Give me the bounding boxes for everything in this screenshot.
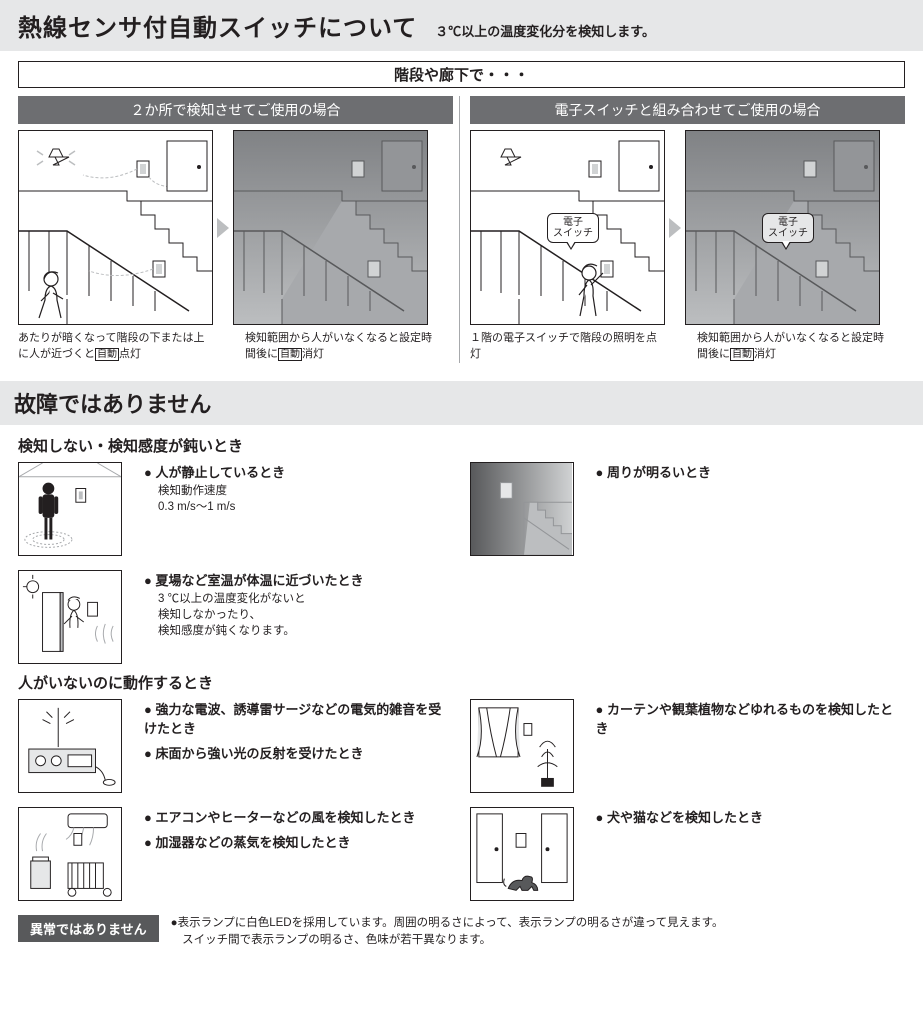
thumb-bright bbox=[470, 462, 574, 556]
item-noise: 強力な電波、誘導雷サージなどの電気的雑音を受けたとき 床面から強い光の反射を受け… bbox=[144, 699, 454, 764]
sec2-grid: 強力な電波、誘導雷サージなどの電気的雑音を受けたとき 床面から強い光の反射を受け… bbox=[18, 699, 905, 901]
sec1-grid: 人が静止しているとき 検知動作速度 0.3 m/s～1 m/s 周りが明るいとき… bbox=[18, 462, 905, 664]
thumb-curtain bbox=[470, 699, 574, 793]
desc-text: 3 ℃以上の温度変化がないと 検知しなかったり、 検知感度が鈍くなります。 bbox=[158, 591, 905, 639]
item-c: 夏場など室温が体温に近づいたとき 3 ℃以上の温度変化がないと 検知しなかったり… bbox=[144, 570, 905, 639]
item-pet: 犬や猫などを検知したとき bbox=[596, 807, 906, 828]
trouble-title: 故障ではありません bbox=[14, 387, 909, 419]
item-a: 人が静止しているとき 検知動作速度 0.3 m/s～1 m/s bbox=[144, 462, 454, 515]
sec2-heading: 人がいないのに動作するとき bbox=[18, 672, 905, 693]
thumb-pet bbox=[470, 807, 574, 901]
caption-left-2: 検知範囲から人がいなくなると設定時間後に自動消灯 bbox=[245, 331, 440, 363]
thumb-hot bbox=[18, 570, 122, 664]
trouble-bar: 故障ではありません bbox=[0, 381, 923, 425]
bullet-text: 加湿器などの蒸気を検知したとき bbox=[144, 832, 454, 851]
bullet-text: 夏場など室温が体温に近づいたとき bbox=[144, 570, 905, 589]
footer: 異常ではありません ●表示ランプに白色LEDを採用しています。周囲の明るさによっ… bbox=[18, 915, 905, 950]
speech-bubble: 電子 スイッチ bbox=[762, 213, 814, 243]
scene-right-2: 電子 スイッチ bbox=[685, 130, 880, 325]
main-title: 熱線センサ付自動スイッチについて bbox=[18, 8, 417, 43]
bullet-text: 人が静止しているとき bbox=[144, 462, 454, 481]
caption-right-2: 検知範囲から人がいなくなると設定時間後に自動消灯 bbox=[697, 331, 892, 363]
bullet-text: カーテンや観葉植物などゆれるものを検知したとき bbox=[596, 699, 906, 737]
bullet-text: エアコンやヒーターなどの風を検知したとき bbox=[144, 807, 454, 826]
thumb-aircon bbox=[18, 807, 122, 901]
usage-left-title: ２か所で検知させてご使用の場合 bbox=[18, 96, 453, 124]
bullet-text: 周りが明るいとき bbox=[596, 462, 906, 481]
header-bar: 熱線センサ付自動スイッチについて ３℃以上の温度変化分を検知します。 bbox=[0, 0, 923, 51]
arrow-icon bbox=[669, 218, 681, 238]
thumb-noise bbox=[18, 699, 122, 793]
usage-row: ２か所で検知させてご使用の場合 bbox=[18, 96, 905, 363]
bullet-text: 床面から強い光の反射を受けたとき bbox=[144, 743, 454, 762]
scene-right-1: 電子 スイッチ bbox=[470, 130, 665, 325]
bullet-text: 犬や猫などを検知したとき bbox=[596, 807, 906, 826]
bullet-text: 強力な電波、誘導雷サージなどの電気的雑音を受けたとき bbox=[144, 699, 454, 737]
scene-left-2 bbox=[233, 130, 428, 325]
desc-text: 検知動作速度 0.3 m/s～1 m/s bbox=[158, 483, 454, 515]
usage-section-header: 階段や廊下で・・・ bbox=[18, 61, 905, 88]
thumb-still bbox=[18, 462, 122, 556]
caption-right-1: １階の電子スイッチで階段の照明を点灯 bbox=[470, 331, 665, 363]
item-b: 周りが明るいとき bbox=[596, 462, 906, 483]
speech-bubble: 電子 スイッチ bbox=[547, 213, 599, 243]
footer-badge: 異常ではありません bbox=[18, 915, 159, 942]
footer-text: ●表示ランプに白色LEDを採用しています。周囲の明るさによって、表示ランプの明る… bbox=[171, 915, 724, 950]
scene-left-1 bbox=[18, 130, 213, 325]
usage-left: ２か所で検知させてご使用の場合 bbox=[18, 96, 460, 363]
usage-right: 電子スイッチと組み合わせてご使用の場合 bbox=[464, 96, 905, 363]
usage-right-title: 電子スイッチと組み合わせてご使用の場合 bbox=[470, 96, 905, 124]
main-subtitle: ３℃以上の温度変化分を検知します。 bbox=[435, 21, 655, 40]
item-aircon: エアコンやヒーターなどの風を検知したとき 加湿器などの蒸気を検知したとき bbox=[144, 807, 454, 853]
arrow-icon bbox=[217, 218, 229, 238]
item-curtain: カーテンや観葉植物などゆれるものを検知したとき bbox=[596, 699, 906, 739]
caption-left-1: あたりが暗くなって階段の下または上に人が近づくと自動点灯 bbox=[18, 331, 213, 363]
sec1-heading: 検知しない・検知感度が鈍いとき bbox=[18, 435, 905, 456]
